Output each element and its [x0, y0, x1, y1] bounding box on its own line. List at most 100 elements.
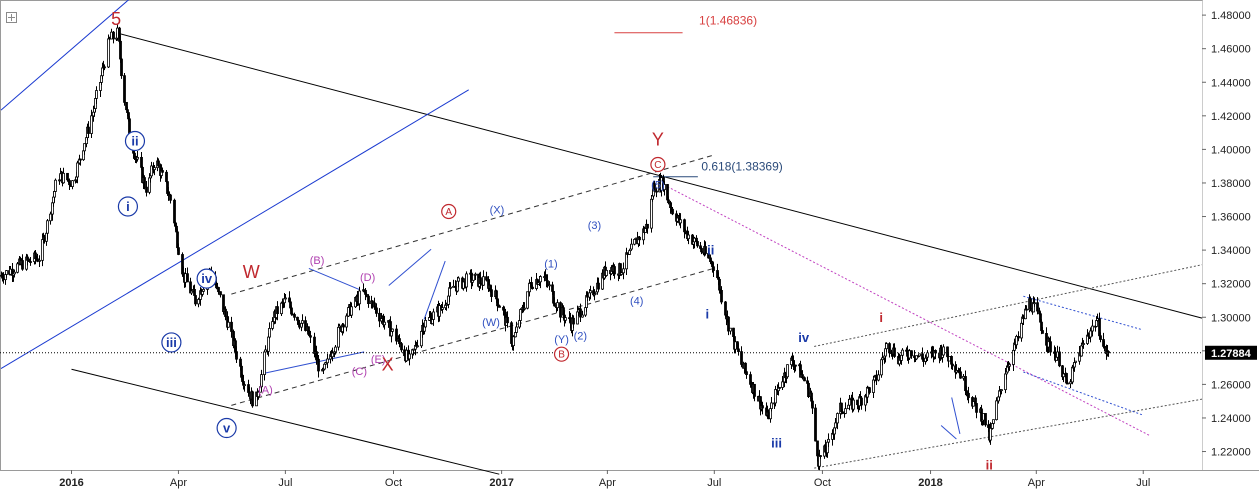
- candle-body: [888, 343, 891, 353]
- wave-label-text: (C): [352, 366, 367, 378]
- candle: [679, 213, 682, 229]
- wave-label: (D): [360, 272, 375, 284]
- candle-body: [193, 289, 196, 296]
- price-tick-label: 1.38000: [1211, 178, 1251, 190]
- candle-body: [995, 400, 998, 421]
- wave-label: (C): [352, 366, 367, 378]
- candle-body: [745, 371, 748, 376]
- candle: [671, 207, 674, 216]
- candle: [836, 412, 839, 430]
- candle: [1029, 296, 1032, 312]
- candle-body: [251, 391, 254, 407]
- candle-body: [153, 167, 156, 170]
- time-tick-label: Oct: [385, 477, 402, 489]
- wave-label-text: v: [223, 421, 231, 436]
- candle-body: [523, 307, 526, 310]
- candle: [885, 342, 888, 352]
- candle: [441, 301, 444, 314]
- candle-body: [1000, 389, 1003, 392]
- candle-body: [696, 241, 699, 247]
- candle: [157, 158, 160, 167]
- trend-line: [423, 260, 446, 320]
- candle: [472, 274, 475, 281]
- price-tick-label: 1.44000: [1211, 77, 1251, 89]
- candle: [378, 308, 381, 328]
- candle: [474, 272, 477, 281]
- candle-body: [449, 286, 452, 289]
- candle-body: [271, 321, 274, 329]
- time-tick-label: Jul: [1136, 477, 1150, 489]
- candle-body: [807, 382, 810, 397]
- candle-body: [852, 399, 855, 410]
- candle: [918, 353, 921, 357]
- time-tick-label: Apr: [599, 477, 616, 489]
- candle: [852, 398, 855, 412]
- candle-body: [326, 358, 329, 364]
- candle-body: [881, 357, 884, 361]
- wave-label-circle: [124, 130, 146, 152]
- candle: [774, 385, 777, 407]
- candle: [803, 376, 806, 382]
- candle: [655, 188, 658, 198]
- candle: [445, 302, 448, 311]
- candle: [190, 288, 193, 295]
- candle: [400, 341, 403, 353]
- candle-body: [1008, 364, 1011, 367]
- candle-body: [54, 179, 57, 192]
- wave-label-circle: [196, 268, 217, 289]
- time-tick-label: Apr: [1028, 477, 1045, 489]
- candle-body: [268, 328, 271, 338]
- wave-label-text: (A): [258, 384, 273, 396]
- candle-body: [276, 306, 279, 315]
- wave-label: ii: [707, 243, 714, 258]
- candle: [438, 302, 441, 322]
- candle-body: [62, 172, 65, 184]
- price-tick-label: 1.22000: [1211, 447, 1251, 459]
- wave-label-circle: [553, 346, 570, 362]
- candle: [498, 304, 501, 308]
- candle: [365, 292, 368, 298]
- candle: [350, 302, 353, 319]
- candle-body: [848, 399, 851, 406]
- price-axis-panel: [1202, 0, 1258, 471]
- candle: [1036, 297, 1039, 315]
- candle: [844, 402, 847, 415]
- candle-body: [613, 266, 616, 275]
- time-tick-label: Oct: [814, 477, 831, 489]
- candle-body: [901, 349, 904, 356]
- candle: [95, 86, 98, 104]
- wave-label-text: C: [654, 160, 661, 171]
- candle-body: [498, 305, 501, 308]
- candle: [1049, 336, 1052, 356]
- candle-body: [974, 397, 977, 404]
- candle-body: [942, 346, 945, 356]
- candle-body: [490, 289, 493, 297]
- candle: [593, 289, 596, 301]
- candle-body: [819, 455, 822, 457]
- candle: [1033, 297, 1036, 307]
- candle-body: [663, 184, 666, 191]
- candle: [745, 370, 748, 379]
- candle: [375, 303, 378, 317]
- candle-body: [740, 351, 743, 365]
- candle: [326, 353, 329, 369]
- candle: [153, 165, 156, 176]
- candle: [653, 180, 656, 192]
- candle-body: [230, 321, 233, 332]
- candle: [1025, 305, 1028, 311]
- crosshair-icon: [6, 12, 17, 23]
- candle-body: [597, 282, 600, 290]
- candle: [1082, 340, 1085, 349]
- wave-label: (1): [544, 258, 557, 270]
- candle-body: [877, 374, 880, 381]
- candle-body: [408, 353, 411, 360]
- candle-body: [915, 355, 918, 360]
- candle-body: [367, 295, 370, 305]
- candle-body: [190, 290, 193, 294]
- candle-body: [744, 362, 747, 373]
- candle: [1074, 360, 1077, 364]
- candle: [761, 401, 764, 415]
- candle-body: [107, 38, 110, 68]
- candle: [49, 211, 52, 225]
- price-tick-label: 1.34000: [1211, 245, 1251, 257]
